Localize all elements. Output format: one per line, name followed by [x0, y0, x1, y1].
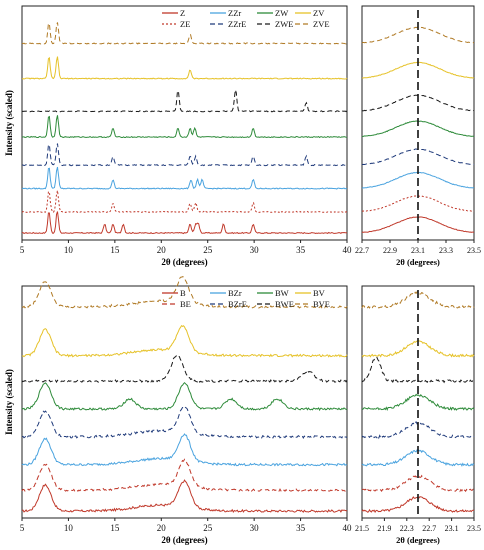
x-axis-label: 2θ (degrees): [161, 535, 207, 545]
x-tick-label: 15: [110, 523, 120, 533]
legend-label-BV: BV: [313, 288, 326, 298]
legend-label-B: B: [180, 288, 186, 298]
legend-label-BE: BE: [180, 299, 191, 309]
inset-x-tick-label: 23.1: [411, 246, 425, 255]
x-tick-label: 30: [250, 245, 260, 255]
plot-frame: [21, 285, 348, 519]
x-tick-label: 15: [110, 245, 120, 255]
series-line-BE: [21, 458, 348, 492]
bottom-inset-panel: 21.5 21.9 22.3 22.7 23.1 23.5 2θ (degrees): [355, 285, 481, 545]
legend-label-ZZr: ZZr: [228, 8, 241, 18]
inset-series-line-BE: [361, 474, 475, 493]
inset-series-line-BVE: [361, 291, 475, 309]
legend-label-ZVE: ZVE: [313, 19, 330, 29]
series-line-ZZrE: [22, 143, 348, 167]
legend-label-BVE: BVE: [313, 299, 330, 309]
legend-label-BWE: BWE: [275, 299, 294, 309]
x-tick-label: 10: [64, 245, 74, 255]
x-tick-label: 20: [157, 245, 167, 255]
series-line-BVE: [21, 276, 348, 309]
x-tick-label: 40: [343, 245, 353, 255]
inset-x-tick-label: 21.9: [377, 524, 391, 533]
legend-label-ZZrE: ZZrE: [228, 19, 246, 29]
plot-frame: [21, 5, 348, 241]
x-tick-label: 25: [203, 523, 213, 533]
legend-label-ZWE: ZWE: [275, 19, 293, 29]
top-inset-panel: 22.7 22.9 23.1 23.3 23.5 2θ (degrees): [355, 5, 481, 267]
x-tick-label: 40: [343, 523, 353, 533]
series-line-BW: [21, 381, 348, 412]
series-line-ZW: [21, 115, 348, 139]
inset-x-axis-label: 2θ (degrees): [396, 535, 440, 545]
legend-label-ZE: ZE: [180, 19, 190, 29]
legend-label-ZW: ZW: [275, 8, 288, 18]
x-axis-label: 2θ (degrees): [161, 257, 207, 267]
x-tick-label: 5: [20, 523, 25, 533]
inset-x-axis-label: 2θ (degrees): [396, 257, 440, 267]
inset-x-tick-label: 23.5: [467, 246, 481, 255]
x-tick-label: 30: [250, 523, 260, 533]
x-tick-label: 10: [64, 523, 74, 533]
x-tick-label: 35: [296, 523, 306, 533]
legend-label-BZr: BZr: [228, 288, 242, 298]
series-line-ZZr: [21, 166, 348, 190]
inset-x-tick-label: 22.7: [355, 246, 369, 255]
inset-series-line-BWE: [361, 356, 475, 384]
series-line-BZrE: [21, 405, 348, 439]
inset-x-tick-label: 23.5: [467, 524, 481, 533]
series-line-Z: [22, 211, 348, 235]
x-tick-label: 25: [203, 245, 213, 255]
inset-frame: [361, 285, 475, 519]
series-line-ZV: [21, 56, 348, 80]
x-tick-label: 5: [20, 245, 25, 255]
legend-label-ZV: ZV: [313, 8, 325, 18]
inset-x-tick-label: 21.5: [355, 524, 369, 533]
series-line-ZE: [21, 190, 348, 214]
inset-x-tick-label: 22.7: [422, 524, 436, 533]
legend-label-BZrE: BZrE: [228, 299, 247, 309]
inset-x-tick-label: 22.3: [400, 524, 414, 533]
top-main-panel: 5 10 15 20 25 30 35 40 2θ (degrees) Intensity (sc…: [4, 5, 353, 267]
inset-x-tick-label: 23.3: [439, 246, 453, 255]
x-tick-label: 35: [296, 245, 306, 255]
inset-x-tick-label: 22.9: [383, 246, 397, 255]
legend-label-BW: BW: [275, 288, 289, 298]
x-tick-label: 20: [157, 523, 167, 533]
series-line-B: [21, 479, 348, 513]
legend-label-Z: Z: [180, 8, 185, 18]
y-axis-label: Intensity (scaled): [4, 369, 14, 435]
inset-x-tick-label: 23.1: [445, 524, 459, 533]
series-line-BV: [21, 324, 348, 358]
bottom-main-panel: 5 10 15 20 25 30 35 40 2θ (degrees) Intensity (sc…: [4, 276, 353, 545]
series-line-ZVE: [21, 22, 348, 45]
series-line-ZWE: [21, 89, 348, 113]
series-line-BWE: [21, 354, 348, 384]
inset-series-line-BW: [361, 393, 475, 412]
series-line-BZr: [21, 433, 348, 467]
y-axis-label: Intensity (scaled): [4, 90, 14, 156]
